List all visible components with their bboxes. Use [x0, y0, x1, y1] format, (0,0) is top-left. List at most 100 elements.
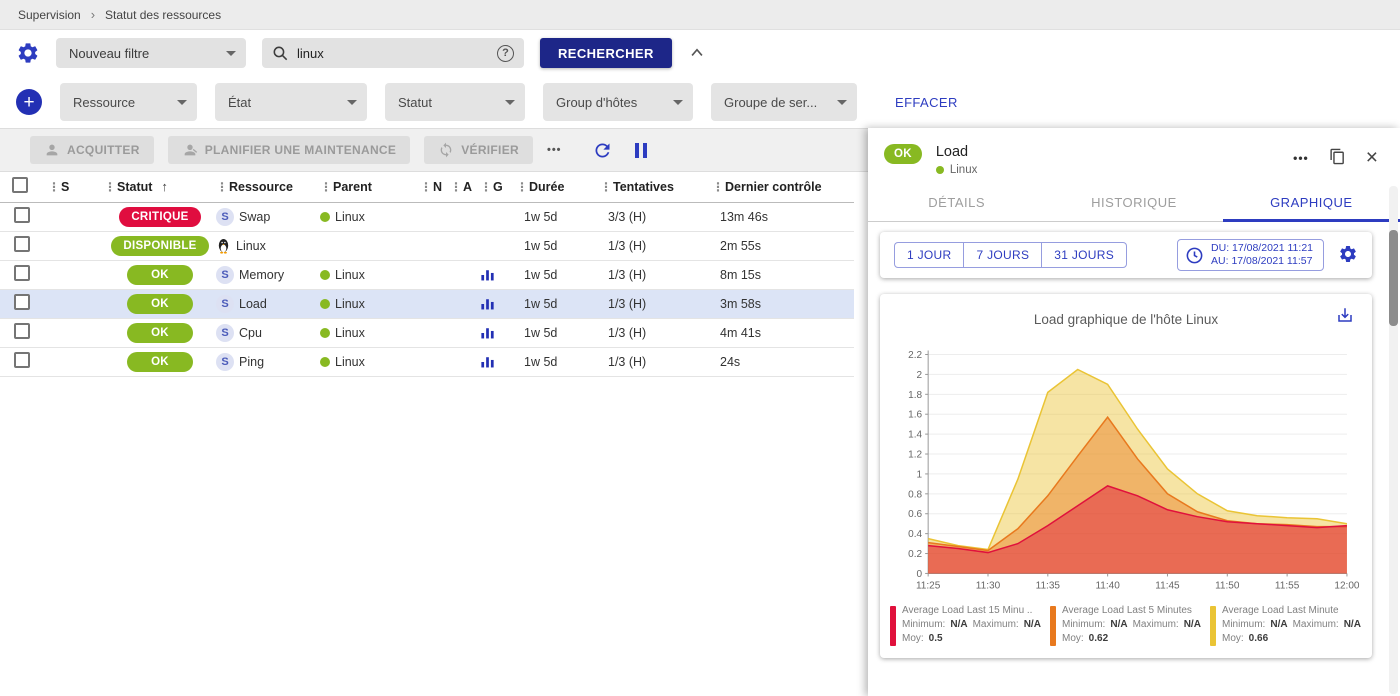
resource-type-select[interactable]: Ressource	[60, 83, 197, 121]
row-checkbox[interactable]	[14, 236, 30, 252]
svg-text:0: 0	[917, 569, 923, 580]
table-row-cpu[interactable]: OK S Cpu Linux 1w 5d 1/3 (H) 4m 41s	[0, 318, 854, 348]
tab-graphique[interactable]: GRAPHIQUE	[1222, 186, 1400, 222]
column-menu-icon[interactable]: ⋮	[420, 179, 432, 194]
graph-available-icon[interactable]	[480, 297, 516, 311]
row-checkbox[interactable]	[14, 352, 30, 368]
column-header-n[interactable]: N	[433, 179, 443, 194]
hostgroup-select[interactable]: Group d'hôtes	[543, 83, 693, 121]
panel-title: Load	[935, 144, 969, 160]
graph-available-icon[interactable]	[480, 355, 516, 369]
panel-content: 1 JOUR 7 JOURS 31 JOURS DU: 17/08/2021 1…	[868, 186, 1400, 696]
search-icon	[273, 46, 288, 60]
pause-icon[interactable]	[634, 142, 647, 158]
column-header-a[interactable]: A	[463, 179, 473, 194]
filter-settings-icon[interactable]	[16, 41, 40, 65]
breadcrumb-separator-icon: ›	[90, 7, 96, 22]
row-checkbox[interactable]	[14, 294, 30, 310]
range-7days-button[interactable]: 7 JOURS	[963, 242, 1043, 268]
tab-details[interactable]: DÉTAILS	[928, 195, 986, 210]
legend-item-load5[interactable]: Average Load Last 5 Minutes Minimum: N/A M…	[1050, 604, 1202, 646]
table-row-memory[interactable]: OK S Memory Linux 1w 5d 1/3 (H) 8m 15s	[0, 260, 854, 290]
close-icon[interactable]: ×	[1365, 146, 1378, 169]
row-checkbox[interactable]	[14, 207, 30, 223]
search-input[interactable]	[297, 45, 489, 61]
column-menu-icon[interactable]: ⋮	[712, 179, 724, 194]
status-badge: DISPONIBLE	[111, 235, 209, 256]
table-row-linux-host[interactable]: DISPONIBLE Linux 1w 5d 1/3 (H) 2m 55s	[0, 231, 854, 261]
svg-text:11:50: 11:50	[1215, 581, 1240, 592]
row-checkbox[interactable]	[14, 323, 30, 339]
legend-item-load1[interactable]: Average Load Last Minute Minimum: N/A Maxi…	[1210, 604, 1362, 646]
date-range-picker[interactable]: DU: 17/08/2021 11:21 AU: 17/08/2021 11:5…	[1177, 239, 1324, 271]
panel-scrollbar-thumb[interactable]	[1389, 230, 1398, 326]
chevron-down-icon	[505, 99, 515, 105]
range-1day-button[interactable]: 1 JOUR	[894, 242, 965, 268]
column-menu-icon[interactable]: ⋮	[450, 179, 462, 194]
select-all-checkbox[interactable]	[12, 177, 28, 194]
panel-more-icon[interactable]: •••	[1293, 151, 1309, 165]
check-button[interactable]: VÉRIFIER	[424, 136, 533, 164]
column-header-parent[interactable]: Parent	[333, 179, 372, 194]
refresh-icon[interactable]	[576, 140, 613, 161]
table-row-ping[interactable]: OK S Ping Linux 1w 5d 1/3 (H) 24s	[0, 347, 854, 377]
chart-legend: Average Load Last 15 Minu .. Minimum: N/A…	[888, 596, 1364, 646]
column-menu-icon[interactable]: ⋮	[216, 179, 228, 194]
legend-item-load15[interactable]: Average Load Last 15 Minu .. Minimum: N/A…	[890, 604, 1042, 646]
maintenance-button[interactable]: PLANIFIER UNE MAINTENANCE	[167, 136, 411, 164]
host-status-dot	[935, 166, 944, 174]
column-header-status[interactable]: Statut	[117, 179, 153, 194]
copy-link-icon[interactable]	[1329, 148, 1346, 168]
column-menu-icon[interactable]: ⋮	[480, 179, 492, 194]
column-menu-icon[interactable]: ⋮	[320, 179, 332, 194]
service-icon: S	[216, 352, 234, 371]
sync-icon	[440, 142, 452, 158]
column-header-g[interactable]: G	[493, 179, 503, 194]
resources-table: ⋮ S ⋮ Statut ↑ ⋮ Ressource ⋮ Parent ⋮ N ⋮ A ⋮ G …	[0, 172, 854, 377]
column-menu-icon[interactable]: ⋮	[104, 179, 116, 194]
search-box[interactable]: ?	[262, 38, 524, 68]
more-actions-icon[interactable]: •••	[546, 144, 562, 156]
legend-color-bar	[890, 606, 896, 646]
table-row-load[interactable]: OK S Load Linux 1w 5d 1/3 (H) 3m 58s	[0, 289, 854, 319]
legend-color-bar	[1210, 606, 1216, 646]
column-menu-icon[interactable]: ⋮	[516, 179, 528, 194]
status-badge: OK	[127, 351, 193, 372]
column-header-duration[interactable]: Durée	[529, 179, 565, 194]
panel-scrollbar[interactable]	[1389, 186, 1398, 694]
column-menu-icon[interactable]: ⋮	[600, 179, 612, 194]
linux-penguin-icon	[216, 238, 231, 254]
clear-filters-button[interactable]: EFFACER	[895, 94, 958, 110]
details-panel: OK Load Linux ••• × DÉTAILS HISTORIQUE G…	[868, 128, 1400, 696]
table-row-swap[interactable]: CRITIQUE S Swap Linux 1w 5d 3/3 (H) 13m 4…	[0, 202, 854, 232]
search-button[interactable]: RECHERCHER	[540, 38, 672, 68]
range-31days-button[interactable]: 31 JOURS	[1041, 242, 1128, 268]
graph-available-icon[interactable]	[480, 268, 516, 282]
breadcrumb-section[interactable]: Supervision	[18, 7, 81, 22]
row-checkbox[interactable]	[14, 265, 30, 281]
servicegroup-select[interactable]: Groupe de ser...	[711, 83, 857, 121]
graph-available-icon[interactable]	[480, 326, 516, 340]
tab-historique[interactable]: HISTORIQUE	[1091, 195, 1177, 210]
acknowledge-button[interactable]: ACQUITTER	[30, 136, 154, 164]
graph-settings-icon[interactable]	[1338, 244, 1358, 267]
collapse-filters-icon[interactable]	[688, 44, 706, 62]
column-menu-icon[interactable]: ⋮	[48, 179, 60, 194]
sort-asc-icon[interactable]: ↑	[161, 179, 168, 195]
column-header-tries[interactable]: Tentatives	[613, 179, 674, 194]
help-icon[interactable]: ?	[497, 44, 514, 62]
export-download-icon[interactable]	[1336, 306, 1354, 327]
column-header-severity[interactable]: S	[61, 179, 70, 194]
svg-text:1.2: 1.2	[908, 450, 922, 461]
add-criteria-button[interactable]: +	[16, 89, 42, 115]
column-header-resource[interactable]: Ressource	[229, 179, 293, 194]
service-icon: S	[216, 265, 234, 284]
column-header-last-check[interactable]: Dernier contrôle	[725, 179, 822, 194]
saved-filter-select[interactable]: Nouveau filtre	[56, 38, 246, 68]
criteria-bar: + Ressource État Statut Group d'hôtes Gr…	[0, 76, 1400, 128]
svg-text:0.8: 0.8	[908, 489, 922, 500]
state-select[interactable]: État	[215, 83, 367, 121]
load-chart-svg[interactable]: 0 0.2 0.4 0.6 0.8 1 1.2 1.4 1.6 1.8 2 2.2 11:25 11:30…	[890, 344, 1362, 596]
status-select[interactable]: Statut	[385, 83, 525, 121]
time-range-card: 1 JOUR 7 JOURS 31 JOURS DU: 17/08/2021 1…	[880, 232, 1372, 278]
